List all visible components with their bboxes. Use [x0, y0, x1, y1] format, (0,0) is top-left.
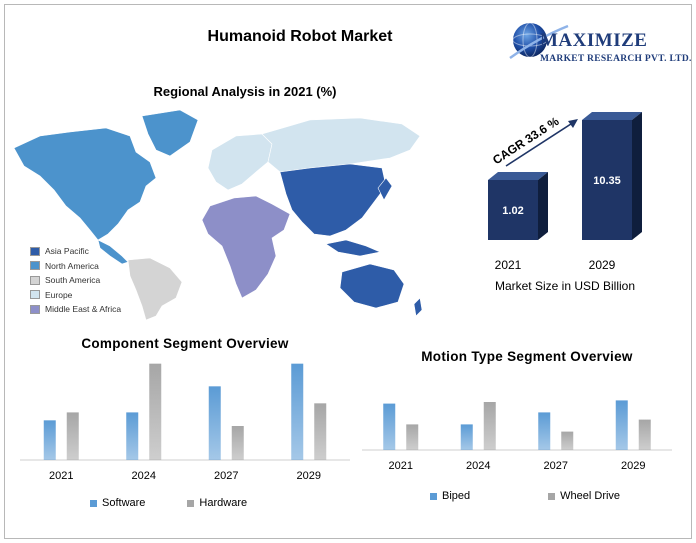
segment-bar-biped: [460, 424, 473, 450]
x-tick-label: 2029: [621, 460, 645, 472]
year-label: 2021: [495, 258, 522, 272]
bar-side: [538, 172, 548, 240]
component-segment-chart: 2021 2024 2027 2029: [20, 363, 350, 482]
legend-label: Biped: [442, 490, 471, 502]
region-se-asia: [325, 239, 382, 257]
legend-swatch: [30, 246, 40, 256]
year-label: 2029: [589, 258, 616, 272]
map-legend-item: Asia Pacific: [30, 244, 121, 259]
region-north-asia: [261, 117, 421, 173]
legend-label: Europe: [45, 289, 73, 300]
map-legend-item: North America: [30, 259, 121, 274]
legend-swatch: [90, 499, 97, 507]
region-mea: [201, 195, 291, 299]
legend-label: Asia Pacific: [45, 246, 89, 257]
region-new-zealand: [413, 297, 423, 317]
market-size-bar: [488, 180, 538, 240]
map-legend-item: South America: [30, 273, 121, 288]
arrow-head: [568, 119, 578, 128]
segment-bar-software: [208, 386, 221, 460]
component-chart-title: Component Segment Overview: [81, 336, 289, 351]
map-legend-item: Europe: [30, 288, 121, 303]
map-legend-item: Middle East & Africa: [30, 302, 121, 317]
legend-label: South America: [45, 275, 101, 286]
market-size-caption: Market Size in USD Billion: [494, 279, 636, 293]
legend-swatch: [430, 492, 437, 500]
x-tick-label: 2029: [297, 470, 321, 482]
x-tick-label: 2027: [214, 470, 238, 482]
bar-side: [632, 112, 642, 240]
region-europe: [207, 133, 273, 191]
legend-swatch: [187, 499, 195, 507]
legend-label: Wheel Drive: [560, 490, 621, 502]
bar-value-label: 1.02: [502, 205, 523, 217]
region-australia: [339, 263, 405, 309]
motion-segment-chart: 2021 2024 2027 2029: [362, 400, 672, 472]
legend-item: Biped: [430, 490, 470, 502]
segment-bar-wheel-drive: [483, 402, 496, 450]
legend-item: Software: [90, 497, 145, 509]
legend-label: North America: [45, 260, 99, 271]
world-map: [13, 109, 423, 320]
legend-swatch: [30, 275, 40, 285]
segment-bar-hardware: [231, 426, 244, 460]
legend-label: Middle East & Africa: [45, 304, 122, 315]
segment-bar-wheel-drive: [406, 424, 419, 450]
region-south-america: [127, 257, 183, 320]
x-tick-label: 2021: [49, 470, 73, 482]
map-legend: Asia Pacific North America South America…: [30, 244, 121, 317]
logo-tagline: MARKET RESEARCH PVT. LTD.: [540, 54, 692, 64]
x-tick-label: 2021: [389, 460, 413, 472]
legend-swatch: [30, 261, 40, 271]
logo-name: MAXIMIZE: [540, 30, 648, 51]
motion-chart-title: Motion Type Segment Overview: [421, 349, 633, 364]
bar-top: [488, 172, 548, 180]
map-title: Regional Analysis in 2021 (%): [153, 84, 337, 99]
segment-bar-wheel-drive: [561, 431, 574, 450]
globe-icon: [509, 22, 569, 60]
legend-swatch: [548, 492, 556, 500]
market-size-chart: 1.02 2021 10.35 2029 CAGR 33.6 %: [488, 112, 642, 272]
segment-bar-software: [291, 363, 304, 460]
segment-bar-hardware: [314, 403, 327, 460]
segment-bar-hardware: [66, 412, 79, 460]
x-tick-label: 2024: [466, 460, 490, 472]
region-japan: [377, 177, 393, 201]
cagr-arrow: [505, 121, 575, 167]
bar-top: [582, 112, 642, 120]
segment-bar-wheel-drive: [638, 419, 651, 450]
segment-bar-hardware: [149, 363, 162, 460]
infographic-frame: [4, 4, 692, 539]
legend-swatch: [30, 304, 40, 314]
legend-label: Software: [102, 497, 146, 509]
legend-swatch: [30, 290, 40, 300]
region-central-america: [97, 239, 129, 265]
x-tick-label: 2024: [132, 470, 156, 482]
legend-item: Wheel Drive: [548, 490, 620, 502]
page-title: Humanoid Robot Market: [207, 28, 393, 45]
motion-legend: Biped Wheel Drive: [430, 490, 620, 502]
region-north-america: [13, 127, 157, 241]
segment-bar-biped: [383, 403, 396, 450]
legend-label: Hardware: [199, 497, 248, 509]
component-legend: Software Hardware: [90, 497, 247, 509]
x-tick-label: 2027: [544, 460, 568, 472]
segment-bar-biped: [538, 412, 551, 450]
region-asia-pacific: [279, 163, 387, 237]
market-size-bar: [582, 120, 632, 240]
segment-bar-software: [126, 412, 139, 460]
bar-value-label: 10.35: [593, 175, 621, 187]
cagr-label: CAGR 33.6 %: [490, 114, 562, 167]
segment-bar-biped: [615, 400, 628, 450]
legend-item: Hardware: [187, 497, 247, 509]
segment-bar-software: [43, 420, 56, 460]
region-greenland: [141, 109, 199, 157]
